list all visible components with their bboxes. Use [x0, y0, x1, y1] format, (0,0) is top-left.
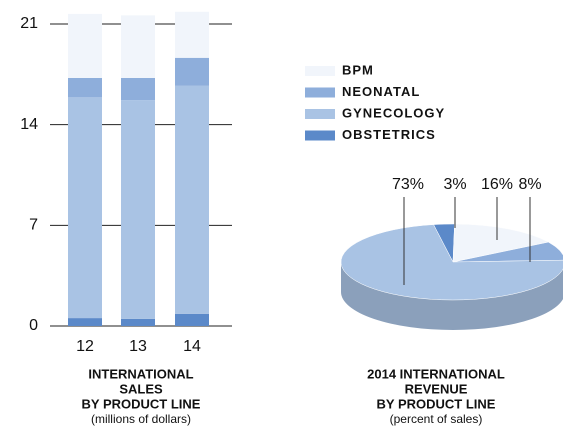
pie-side	[341, 262, 563, 330]
pie-slice	[452, 223, 550, 263]
y-tick-label: 7	[29, 217, 38, 234]
data-label: 73%	[392, 176, 424, 193]
pie-subtitle: (percent of sales)	[390, 412, 483, 426]
legend-swatch	[305, 87, 335, 98]
bar-segment	[175, 11, 209, 58]
bar-segment	[121, 15, 155, 78]
x-tick-label: 12	[76, 338, 94, 355]
bar-segment	[68, 77, 102, 98]
legend-swatch	[305, 66, 335, 76]
bar-title-line: SALES	[119, 381, 163, 396]
pie-slice	[452, 241, 563, 263]
y-tick-label: 21	[20, 15, 38, 32]
legend-label: BPM	[342, 62, 374, 77]
bar-subtitle: (millions of dollars)	[91, 412, 191, 426]
bar-title-line: INTERNATIONAL	[88, 366, 193, 381]
legend-label: OBSTETRICS	[342, 127, 436, 142]
legend-label: GYNECOLOGY	[342, 105, 445, 120]
bar-segment	[175, 313, 209, 326]
bar-title-line: BY PRODUCT LINE	[82, 396, 201, 411]
bar-segment	[68, 318, 102, 326]
bar-segment	[121, 318, 155, 326]
data-label: 16%	[481, 176, 513, 193]
pie-title-line: 2014 INTERNATIONAL	[367, 366, 505, 381]
bar-segment	[68, 13, 102, 78]
legend-swatch	[305, 130, 335, 141]
bar-segment	[121, 100, 155, 319]
legend-swatch	[305, 109, 335, 119]
bar-segment	[121, 77, 155, 101]
data-label: 3%	[443, 176, 466, 193]
bar-segment	[175, 57, 209, 86]
legend-label: NEONATAL	[342, 84, 420, 99]
x-tick-label: 13	[129, 338, 147, 355]
y-tick-label: 0	[29, 317, 38, 334]
pie-title-line: REVENUE	[405, 381, 468, 396]
bar-segment	[175, 85, 209, 314]
bar-segment	[68, 97, 102, 319]
x-tick-label: 14	[183, 338, 201, 355]
pie-title-line: BY PRODUCT LINE	[377, 396, 496, 411]
y-tick-label: 14	[20, 116, 38, 133]
pie-slice	[340, 224, 563, 301]
data-label: 8%	[518, 176, 541, 193]
